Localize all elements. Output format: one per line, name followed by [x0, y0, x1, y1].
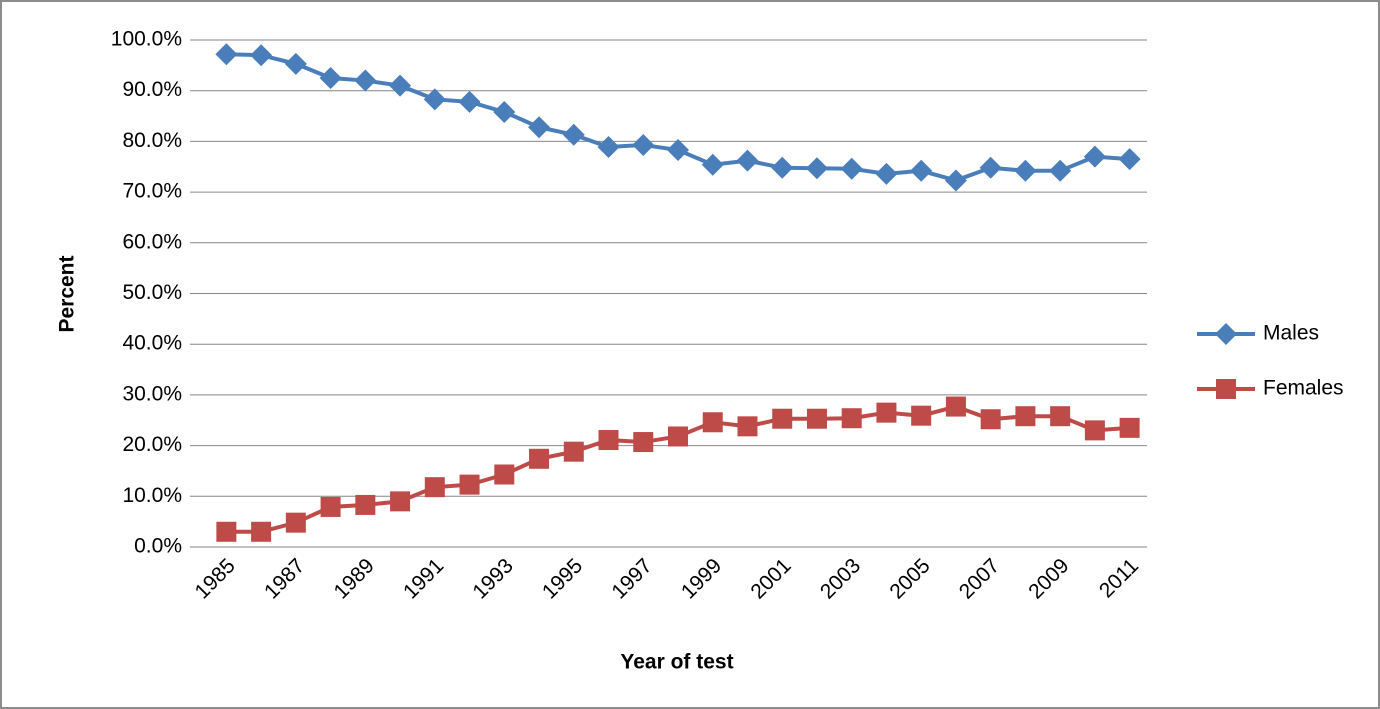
- legend-label: Males: [1263, 322, 1319, 345]
- marker: [668, 426, 688, 447]
- y-tick-label: 60.0%: [122, 230, 182, 253]
- marker: [562, 123, 585, 146]
- marker: [1049, 159, 1072, 182]
- marker: [806, 408, 827, 429]
- marker: [459, 474, 480, 495]
- y-tick-label: 10.0%: [122, 484, 182, 507]
- y-tick-label: 20.0%: [122, 433, 182, 456]
- marker: [840, 157, 863, 180]
- y-tick-label: 0.0%: [134, 535, 182, 558]
- marker: [945, 396, 966, 417]
- marker: [1015, 406, 1036, 427]
- marker: [632, 133, 655, 156]
- marker: [633, 432, 654, 453]
- marker: [980, 409, 1001, 430]
- marker: [389, 74, 412, 97]
- y-tick-label: 90.0%: [122, 78, 182, 101]
- marker: [1083, 145, 1106, 168]
- marker: [320, 496, 341, 517]
- marker: [841, 408, 862, 429]
- marker: [876, 402, 897, 423]
- marker: [216, 521, 237, 542]
- marker: [285, 512, 306, 533]
- marker: [737, 416, 758, 437]
- marker: [772, 408, 793, 429]
- marker: [424, 477, 445, 498]
- marker: [979, 156, 1002, 179]
- marker: [1050, 406, 1071, 427]
- marker: [494, 464, 515, 485]
- marker: [1084, 420, 1105, 441]
- marker: [423, 88, 446, 111]
- marker: [805, 157, 828, 180]
- marker: [250, 44, 273, 67]
- y-tick-label: 30.0%: [122, 382, 182, 405]
- marker: [771, 156, 794, 179]
- marker: [354, 69, 377, 92]
- marker: [563, 441, 584, 462]
- y-tick-label: 80.0%: [122, 129, 182, 152]
- marker: [215, 43, 238, 66]
- y-tick-label: 100.0%: [111, 28, 182, 51]
- marker: [910, 159, 933, 182]
- legend-label: Females: [1263, 377, 1344, 400]
- marker: [667, 139, 689, 162]
- marker: [493, 100, 516, 123]
- marker: [944, 169, 967, 192]
- y-tick-label: 40.0%: [122, 332, 182, 355]
- marker: [319, 67, 342, 90]
- marker: [911, 405, 932, 426]
- marker: [251, 521, 272, 542]
- marker: [355, 494, 376, 515]
- marker: [458, 90, 481, 113]
- marker: [875, 162, 898, 185]
- y-axis-title: Percent: [56, 255, 79, 332]
- marker: [1216, 379, 1236, 399]
- marker: [529, 448, 550, 469]
- marker: [528, 116, 551, 139]
- marker: [701, 153, 724, 176]
- marker: [597, 135, 620, 158]
- marker: [598, 430, 619, 451]
- marker: [1119, 417, 1140, 438]
- marker: [1014, 159, 1037, 182]
- x-axis-title: Year of test: [620, 651, 733, 674]
- marker: [284, 52, 307, 75]
- marker: [1118, 148, 1141, 171]
- y-tick-label: 70.0%: [122, 180, 182, 203]
- marker: [702, 412, 723, 433]
- y-tick-label: 50.0%: [122, 281, 182, 304]
- marker: [1215, 323, 1237, 345]
- marker: [390, 491, 411, 512]
- marker: [736, 149, 759, 172]
